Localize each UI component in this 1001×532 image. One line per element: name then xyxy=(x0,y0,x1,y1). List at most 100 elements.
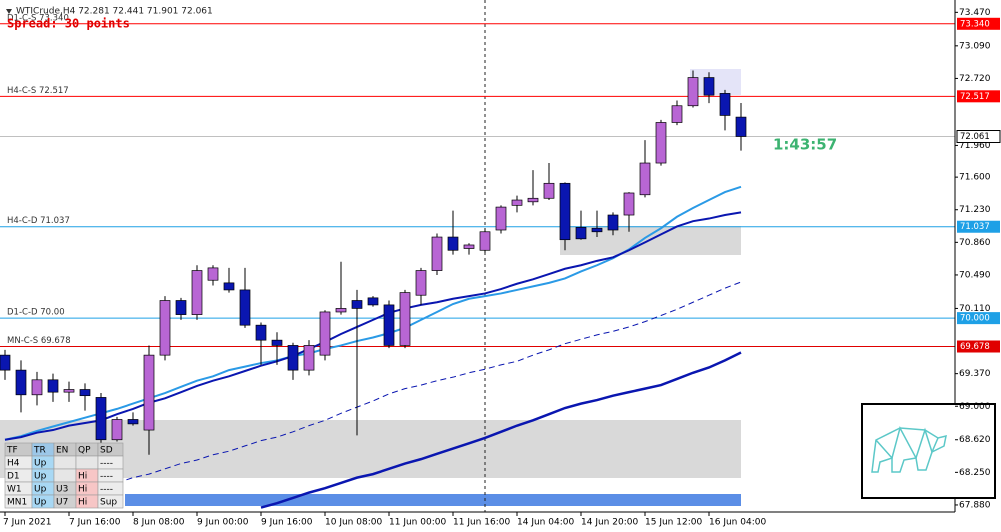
candle-body xyxy=(671,105,683,123)
price-badge xyxy=(956,130,1001,144)
candle-body xyxy=(399,292,411,346)
candle-body xyxy=(463,244,475,249)
candle-body xyxy=(383,304,395,346)
y-tick-label: 72.720 xyxy=(959,74,991,84)
candle-body xyxy=(511,199,523,206)
candle-body xyxy=(287,345,299,371)
ma-line xyxy=(116,281,742,484)
candle-body xyxy=(655,122,667,164)
chart-title: WTICrude,H4 72.281 72.441 71.901 72.061 xyxy=(16,7,213,17)
y-tick-label: 69.000 xyxy=(959,402,991,412)
level-label: H4-C-S 72.517 xyxy=(7,86,69,96)
candle-body xyxy=(31,379,43,396)
level-badge xyxy=(957,312,1000,325)
candle-body xyxy=(143,354,155,431)
candle-body xyxy=(495,206,507,231)
table-text: Up xyxy=(34,472,47,482)
candle-body xyxy=(607,214,619,231)
table-text: Up xyxy=(34,485,47,495)
y-tick-label: 70.110 xyxy=(959,304,991,314)
y-tick-label: 71.600 xyxy=(959,173,991,183)
logo xyxy=(861,403,996,499)
y-tick-label: 68.250 xyxy=(959,468,991,478)
candle-body xyxy=(223,282,235,291)
candle-body xyxy=(431,236,443,271)
table-cell xyxy=(53,455,77,470)
table-text: Hi xyxy=(78,498,87,508)
level-value: 70.000 xyxy=(960,314,990,324)
candle-body xyxy=(79,389,91,397)
status-table: TF TR EN QP SD H4 Up ---- D1 Up Hi ---- W1 Up U3 Hi ----… xyxy=(4,442,124,509)
level-value: 73.340 xyxy=(960,19,990,29)
candle-body xyxy=(127,419,139,425)
candle-body xyxy=(559,182,571,241)
candle-body xyxy=(719,93,731,116)
candle-body xyxy=(207,267,219,281)
y-tick-label: 73.470 xyxy=(959,8,991,18)
x-tick-label: 7 Jun 16:00 xyxy=(69,518,121,528)
table-text: MN1 xyxy=(7,498,27,508)
level-label: D1-C-D 70.00 xyxy=(7,308,65,318)
y-tick-label: 70.490 xyxy=(959,270,991,280)
ma-line xyxy=(260,351,742,509)
level-label: D1-C-S 73.340 xyxy=(7,13,69,23)
plot: D1-C-S 73.340 H4-C-S 72.517 H4-C-D 71.037 D… xyxy=(0,13,955,509)
y-tick-label: 68.620 xyxy=(959,435,991,445)
candle-body xyxy=(623,192,635,216)
ma-line xyxy=(4,211,742,441)
price-value: 72.061 xyxy=(960,132,990,142)
table-text: EN xyxy=(56,446,68,456)
candle-body xyxy=(543,182,555,199)
candle-body xyxy=(527,197,539,203)
candle-body xyxy=(367,297,379,306)
candle-body xyxy=(591,227,603,233)
candle-body xyxy=(687,77,699,107)
y-tick-label: 70.860 xyxy=(959,238,991,248)
level-label: MN-C-S 69.678 xyxy=(7,336,71,346)
candle-body xyxy=(255,324,267,341)
candle-body xyxy=(271,339,283,346)
y-tick-label: 73.090 xyxy=(959,41,991,51)
table-text: TR xyxy=(33,446,46,456)
table-text: Hi xyxy=(78,485,87,495)
table-text: Hi xyxy=(78,472,87,482)
candle-body xyxy=(95,397,107,441)
level-label: H4-C-D 71.037 xyxy=(7,216,70,226)
candle-body xyxy=(239,289,251,326)
table-text: Sup xyxy=(100,498,117,508)
table-text: Up xyxy=(34,459,47,469)
level-badge xyxy=(957,17,1000,30)
x-tick-label: 14 Jun 20:00 xyxy=(581,518,638,528)
candle-body xyxy=(479,231,491,251)
candle-body xyxy=(319,311,331,356)
candle-body xyxy=(0,354,11,371)
candle-body xyxy=(47,379,59,393)
table-text: TF xyxy=(6,446,18,456)
level-badge xyxy=(957,340,1000,353)
level-badge xyxy=(957,220,1000,233)
table-text: U7 xyxy=(56,498,68,508)
candle-body xyxy=(735,116,747,137)
candle-body xyxy=(335,308,347,313)
candle-body xyxy=(191,270,203,315)
table-cell xyxy=(75,455,99,470)
x-tick-label: 15 Jun 12:00 xyxy=(645,518,702,528)
spread: Spread: 30 points xyxy=(7,17,130,31)
timer: 1:43:57 xyxy=(773,136,837,154)
level-value: 71.037 xyxy=(960,222,990,232)
menu-icon[interactable] xyxy=(6,9,12,14)
table-text: ---- xyxy=(100,485,113,495)
zone xyxy=(690,69,741,95)
x-tick-label: 14 Jun 04:00 xyxy=(517,518,574,528)
x-tick-label: 10 Jun 08:00 xyxy=(325,518,382,528)
y-tick-label: 71.960 xyxy=(959,141,991,151)
zone xyxy=(0,420,741,478)
x-tick-label: 11 Jun 16:00 xyxy=(453,518,510,528)
x-tick-label: 9 Jun 00:00 xyxy=(197,518,249,528)
table-text: SD xyxy=(100,446,113,456)
table-text: H4 xyxy=(7,459,20,469)
candle-body xyxy=(575,227,587,240)
candle-body xyxy=(15,369,27,396)
candle-body xyxy=(159,300,171,356)
y-tick-label: 67.880 xyxy=(959,500,991,510)
